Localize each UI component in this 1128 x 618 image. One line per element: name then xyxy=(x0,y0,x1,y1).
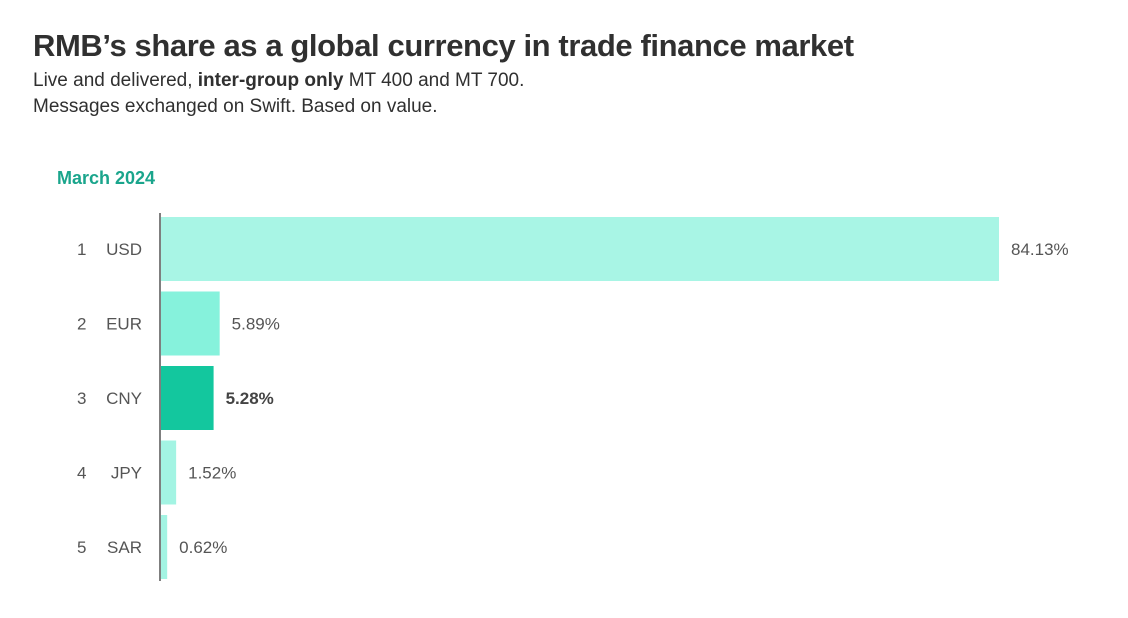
rank-label-jpy: 4 xyxy=(77,464,86,483)
subtitle-line-1: Live and delivered, inter-group only MT … xyxy=(33,70,524,92)
subtitle-line-1-bold: inter-group only xyxy=(197,70,344,91)
rank-label-cny: 3 xyxy=(77,389,86,408)
period-label: March 2024 xyxy=(57,168,156,188)
category-label-eur: EUR xyxy=(106,315,142,334)
bar-jpy xyxy=(161,440,177,505)
subtitle-line-1-prefix: Live and delivered, xyxy=(33,70,198,91)
bar-sar xyxy=(161,515,168,579)
rank-label-eur: 2 xyxy=(77,315,86,334)
bar-cny xyxy=(161,366,214,430)
rank-label-usd: 1 xyxy=(77,240,86,259)
value-label-jpy: 1.52% xyxy=(188,464,236,483)
value-label-eur: 5.89% xyxy=(232,315,280,334)
value-label-usd: 84.13% xyxy=(1011,240,1069,259)
bar-usd xyxy=(161,217,999,281)
category-label-sar: SAR xyxy=(107,538,142,557)
bar-eur xyxy=(161,291,220,356)
category-label-jpy: JPY xyxy=(111,464,142,483)
subtitle-line-2: Messages exchanged on Swift. Based on va… xyxy=(33,96,438,117)
category-label-cny: CNY xyxy=(106,389,142,408)
chart-title: RMB’s share as a global currency in trad… xyxy=(33,28,854,63)
subtitle-line-1-suffix: MT 400 and MT 700. xyxy=(343,70,525,91)
category-label-usd: USD xyxy=(106,240,142,259)
value-label-cny: 5.28% xyxy=(226,389,274,408)
bar-chart: 1 USD 84.13% 2 EUR 5.89% 3 CNY 5.28% 4 JPY 1.52% 5 SA… xyxy=(77,213,1069,581)
rank-label-sar: 5 xyxy=(77,538,86,557)
value-label-sar: 0.62% xyxy=(179,538,227,557)
